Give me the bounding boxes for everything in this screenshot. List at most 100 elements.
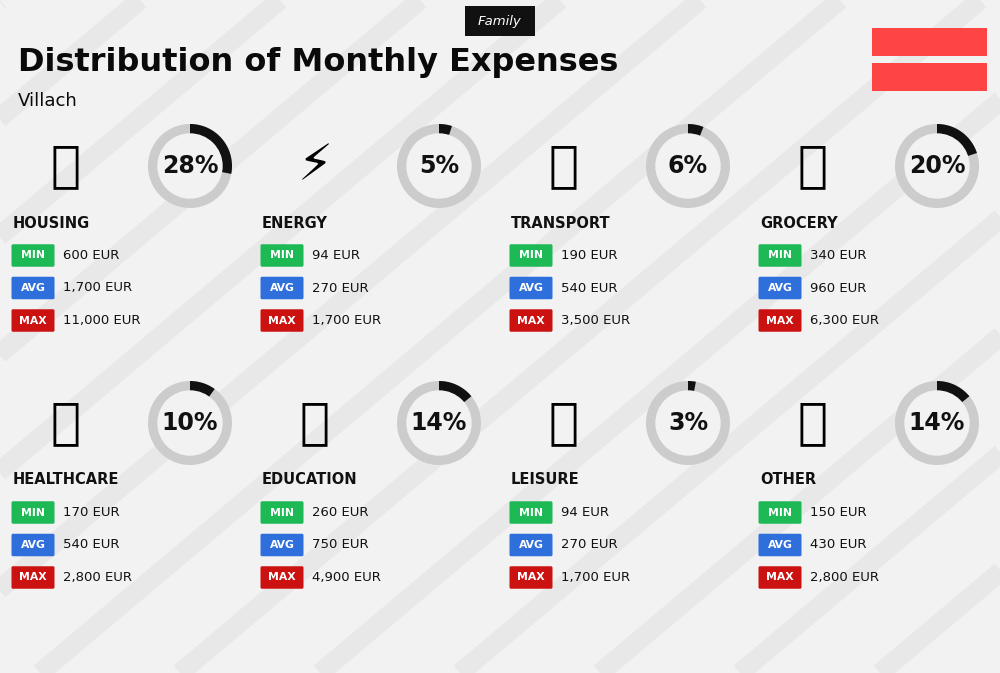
- Text: GROCERY: GROCERY: [760, 215, 838, 230]
- FancyBboxPatch shape: [759, 310, 802, 332]
- Polygon shape: [148, 124, 232, 208]
- Text: 2,800 EUR: 2,800 EUR: [63, 571, 132, 584]
- Polygon shape: [646, 124, 730, 208]
- Polygon shape: [190, 381, 215, 397]
- Text: AVG: AVG: [21, 283, 45, 293]
- Circle shape: [905, 134, 969, 198]
- Text: 4,900 EUR: 4,900 EUR: [312, 571, 381, 584]
- Circle shape: [407, 391, 471, 455]
- FancyBboxPatch shape: [465, 6, 535, 36]
- FancyBboxPatch shape: [510, 566, 552, 589]
- Text: MAX: MAX: [766, 316, 794, 326]
- Polygon shape: [646, 381, 730, 465]
- Text: 🛒: 🛒: [798, 142, 828, 190]
- Polygon shape: [688, 124, 703, 136]
- Text: 2,800 EUR: 2,800 EUR: [810, 571, 879, 584]
- Text: 340 EUR: 340 EUR: [810, 249, 866, 262]
- Text: MAX: MAX: [19, 316, 47, 326]
- FancyBboxPatch shape: [12, 277, 55, 299]
- Polygon shape: [895, 381, 979, 465]
- Text: MIN: MIN: [519, 250, 543, 260]
- Text: AVG: AVG: [768, 283, 792, 293]
- Text: 270 EUR: 270 EUR: [561, 538, 618, 551]
- Text: AVG: AVG: [21, 540, 45, 550]
- Polygon shape: [439, 124, 452, 135]
- FancyBboxPatch shape: [759, 566, 802, 589]
- Circle shape: [407, 134, 471, 198]
- Text: HOUSING: HOUSING: [13, 215, 90, 230]
- Polygon shape: [937, 381, 969, 402]
- Text: 14%: 14%: [411, 411, 467, 435]
- FancyBboxPatch shape: [759, 534, 802, 557]
- Text: 750 EUR: 750 EUR: [312, 538, 369, 551]
- Text: 540 EUR: 540 EUR: [63, 538, 120, 551]
- FancyBboxPatch shape: [510, 534, 552, 557]
- Text: AVG: AVG: [519, 283, 543, 293]
- FancyBboxPatch shape: [12, 244, 55, 267]
- Circle shape: [158, 134, 222, 198]
- Text: 28%: 28%: [162, 154, 218, 178]
- Circle shape: [656, 391, 720, 455]
- Text: 1,700 EUR: 1,700 EUR: [561, 571, 630, 584]
- FancyBboxPatch shape: [260, 310, 303, 332]
- Text: 94 EUR: 94 EUR: [312, 249, 360, 262]
- Polygon shape: [190, 124, 232, 174]
- Polygon shape: [148, 381, 232, 465]
- Text: MIN: MIN: [768, 250, 792, 260]
- Text: 150 EUR: 150 EUR: [810, 506, 867, 519]
- Polygon shape: [688, 381, 696, 392]
- FancyBboxPatch shape: [872, 63, 987, 91]
- Text: 14%: 14%: [909, 411, 965, 435]
- Text: 430 EUR: 430 EUR: [810, 538, 866, 551]
- Text: MAX: MAX: [268, 573, 296, 583]
- Text: 11,000 EUR: 11,000 EUR: [63, 314, 140, 327]
- Text: 600 EUR: 600 EUR: [63, 249, 119, 262]
- Text: 1,700 EUR: 1,700 EUR: [63, 281, 132, 295]
- FancyBboxPatch shape: [260, 277, 303, 299]
- Text: 94 EUR: 94 EUR: [561, 506, 609, 519]
- FancyBboxPatch shape: [510, 244, 552, 267]
- Text: 6,300 EUR: 6,300 EUR: [810, 314, 879, 327]
- Polygon shape: [439, 381, 471, 402]
- FancyBboxPatch shape: [872, 28, 987, 56]
- Text: MAX: MAX: [19, 573, 47, 583]
- Polygon shape: [937, 124, 977, 156]
- FancyBboxPatch shape: [759, 244, 802, 267]
- Text: 3%: 3%: [668, 411, 708, 435]
- Text: MIN: MIN: [519, 507, 543, 518]
- FancyBboxPatch shape: [12, 310, 55, 332]
- Text: MIN: MIN: [21, 250, 45, 260]
- Text: ENERGY: ENERGY: [262, 215, 328, 230]
- Text: AVG: AVG: [519, 540, 543, 550]
- Circle shape: [158, 391, 222, 455]
- Text: 🏢: 🏢: [51, 142, 81, 190]
- FancyBboxPatch shape: [759, 501, 802, 524]
- Text: AVG: AVG: [270, 540, 294, 550]
- Text: TRANSPORT: TRANSPORT: [511, 215, 611, 230]
- FancyBboxPatch shape: [12, 534, 55, 557]
- FancyBboxPatch shape: [260, 534, 303, 557]
- FancyBboxPatch shape: [12, 501, 55, 524]
- Text: AVG: AVG: [270, 283, 294, 293]
- Text: HEALTHCARE: HEALTHCARE: [13, 472, 119, 487]
- FancyBboxPatch shape: [12, 566, 55, 589]
- FancyBboxPatch shape: [260, 566, 303, 589]
- Text: 190 EUR: 190 EUR: [561, 249, 618, 262]
- Polygon shape: [397, 124, 481, 208]
- Polygon shape: [397, 381, 481, 465]
- FancyBboxPatch shape: [260, 501, 303, 524]
- Text: Villach: Villach: [18, 92, 78, 110]
- Circle shape: [656, 134, 720, 198]
- Text: 540 EUR: 540 EUR: [561, 281, 618, 295]
- FancyBboxPatch shape: [510, 310, 552, 332]
- Text: 6%: 6%: [668, 154, 708, 178]
- Text: MIN: MIN: [270, 250, 294, 260]
- Text: LEISURE: LEISURE: [511, 472, 580, 487]
- Text: ⚡: ⚡: [297, 142, 333, 190]
- Text: MAX: MAX: [268, 316, 296, 326]
- Text: MAX: MAX: [517, 316, 545, 326]
- Text: AVG: AVG: [768, 540, 792, 550]
- Text: 270 EUR: 270 EUR: [312, 281, 369, 295]
- Text: EDUCATION: EDUCATION: [262, 472, 358, 487]
- Text: MAX: MAX: [517, 573, 545, 583]
